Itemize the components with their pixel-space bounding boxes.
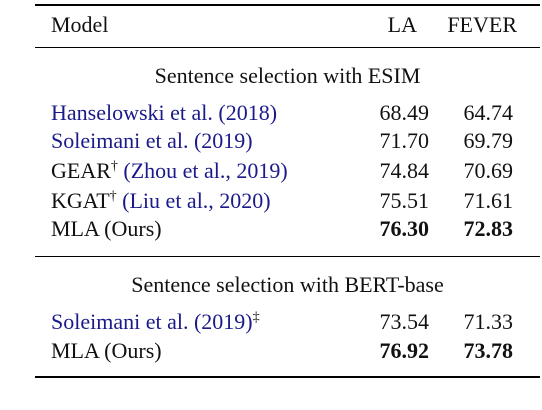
dagger-mark: † — [109, 189, 117, 204]
model-name: GEAR — [51, 158, 111, 183]
la-value: 71.70 — [379, 128, 430, 153]
model-name: MLA (Ours) — [51, 338, 162, 363]
header-rule — [35, 47, 540, 48]
table-row: Soleimani et al. (2019)‡ 73.54 71.33 — [35, 307, 540, 337]
table-row: MLA (Ours) 76.92 73.78 — [35, 336, 540, 366]
la-value: 74.84 — [379, 158, 430, 183]
results-table: Model LA FEVER Sentence selection with E… — [35, 0, 540, 410]
la-value-best: 76.92 — [379, 338, 430, 363]
citation-link[interactable]: (Liu et al., 2020) — [122, 188, 271, 213]
bottom-rule — [35, 376, 540, 378]
table-row: Hanselowski et al. (2018) 68.49 64.74 — [35, 98, 540, 128]
header-row: Model LA FEVER — [35, 10, 540, 40]
table-row: GEAR† (Zhou et al., 2019) 74.84 70.69 — [35, 156, 540, 186]
la-value: 73.54 — [379, 309, 430, 334]
fever-value: 69.79 — [463, 128, 514, 153]
section-rule — [35, 256, 540, 257]
table-row: MLA (Ours) 76.30 72.83 — [35, 214, 540, 244]
section-title-esim: Sentence selection with ESIM — [154, 63, 421, 88]
section-title-bert: Sentence selection with BERT-base — [131, 272, 444, 297]
header-model: Model — [51, 12, 109, 37]
model-name: MLA (Ours) — [51, 216, 162, 241]
citation-link[interactable]: Soleimani et al. (2019) — [51, 128, 253, 153]
citation-link[interactable]: (Zhou et al., 2019) — [123, 158, 288, 183]
table-row: KGAT† (Liu et al., 2020) 75.51 71.61 — [35, 186, 540, 216]
la-value: 68.49 — [379, 100, 430, 125]
header-fever: FEVER — [447, 12, 517, 37]
model-name: KGAT — [51, 188, 110, 213]
fever-value: 64.74 — [463, 100, 514, 125]
table-row: Soleimani et al. (2019) 71.70 69.79 — [35, 126, 540, 156]
fever-value-best: 73.78 — [463, 338, 514, 363]
la-value: 75.51 — [379, 188, 430, 213]
citation-link[interactable]: Hanselowski et al. (2018) — [51, 100, 278, 125]
top-rule — [35, 4, 540, 6]
double-dagger-mark: ‡ — [252, 310, 260, 325]
la-value-best: 76.30 — [379, 216, 430, 241]
fever-value: 70.69 — [463, 158, 514, 183]
citation-link[interactable]: Soleimani et al. (2019) — [51, 309, 253, 334]
header-la: LA — [387, 12, 417, 37]
fever-value-best: 72.83 — [463, 216, 514, 241]
fever-value: 71.61 — [463, 188, 514, 213]
dagger-mark: † — [110, 159, 118, 174]
fever-value: 71.33 — [463, 309, 514, 334]
